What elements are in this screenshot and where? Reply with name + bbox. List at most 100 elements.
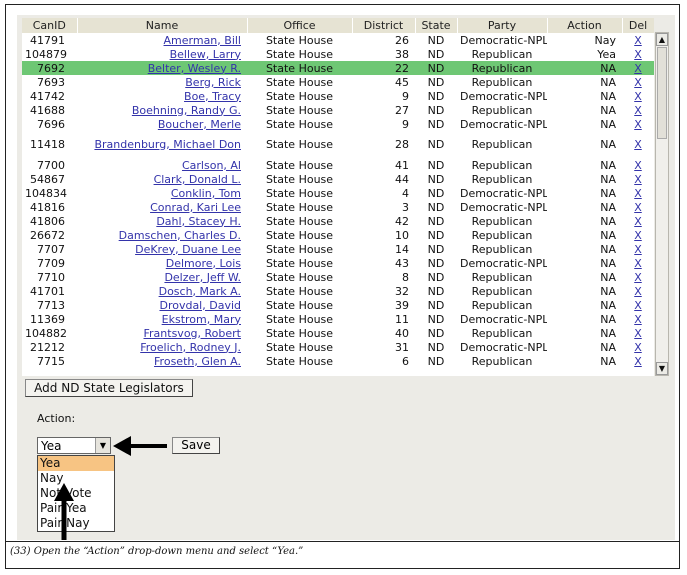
table-row[interactable]: 26672 Damschen, Charles D. State House 10 ND… [22,228,654,242]
delete-link[interactable]: X [634,172,642,186]
delete-link[interactable]: X [634,214,642,228]
legislator-name-link[interactable]: Dahl, Stacey H. [156,214,241,228]
table-row[interactable]: 7696 Boucher, Merle State House 9 ND Democrat… [22,117,654,131]
delete-link[interactable]: X [634,137,642,151]
cell-del: X [622,89,654,103]
delete-link[interactable]: X [634,228,642,242]
delete-link[interactable]: X [634,75,642,89]
table-row[interactable]: 104834 Conklin, Tom State House 4 ND Democrat… [22,186,654,200]
cell-action: NA [600,256,616,270]
scroll-up-icon[interactable]: ▲ [656,33,668,46]
cell-district: 42 [395,214,409,228]
table-row[interactable]: 11369 Ekstrom, Mary State House 11 ND Democra… [22,312,654,326]
header-state[interactable]: State [415,18,458,33]
cell-party: Democratic-NPL [460,312,547,326]
legislator-name-link[interactable]: Boucher, Merle [157,117,241,131]
cell-canid: 7700 [37,158,65,172]
delete-link[interactable]: X [634,103,642,117]
table-row[interactable]: 41806 Dahl, Stacey H. State House 42 ND Repub… [22,214,654,228]
add-legislators-button[interactable]: Add ND State Legislators [25,379,193,397]
table-row[interactable]: 54867 Clark, Donald L. State House 44 ND Repu… [22,172,654,186]
legislator-name-link[interactable]: Froelich, Rodney J. [140,340,241,354]
option-nay[interactable]: Nay [40,471,64,485]
delete-link[interactable]: X [634,298,642,312]
header-name[interactable]: Name [77,18,248,33]
legislator-name-link[interactable]: Belter, Wesley R. [147,61,241,75]
table-row[interactable]: 7692 Belter, Wesley R. State House 22 ND Repu… [22,61,654,75]
delete-link[interactable]: X [634,270,642,284]
legislator-name-link[interactable]: Amerman, Bill [163,33,241,47]
header-district[interactable]: District [352,18,416,33]
delete-link[interactable]: X [634,158,642,172]
legislator-name-link[interactable]: Conrad, Kari Lee [150,200,241,214]
delete-link[interactable]: X [634,33,642,47]
header-canid[interactable]: CanID [22,18,78,33]
cell-state: ND [427,298,445,312]
table-row[interactable]: 41701 Dosch, Mark A. State House 32 ND Republ… [22,284,654,298]
table-row[interactable]: 7715 Froseth, Glen A. State House 6 ND Republ… [22,354,654,368]
legislator-name-link[interactable]: Clark, Donald L. [153,172,241,186]
option-yea[interactable]: Yea [38,456,114,471]
legislator-name-link[interactable]: Delzer, Jeff W. [164,270,241,284]
legislator-name-link[interactable]: Drovdal, David [159,298,241,312]
legislator-name-link[interactable]: Bellew, Larry [169,47,241,61]
delete-link[interactable]: X [634,326,642,340]
delete-link[interactable]: X [634,186,642,200]
delete-link[interactable]: X [634,284,642,298]
legislator-name-link[interactable]: Damschen, Charles D. [118,228,241,242]
table-row[interactable]: 7710 Delzer, Jeff W. State House 8 ND Republi… [22,270,654,284]
legislator-name-link[interactable]: Boehning, Randy G. [131,103,241,117]
scroll-down-icon[interactable]: ▼ [656,362,668,375]
table-row[interactable]: 7709 Delmore, Lois State House 43 ND Democrat… [22,256,654,270]
legislator-name-link[interactable]: Frantsvog, Robert [143,326,242,340]
delete-link[interactable]: X [634,242,642,256]
cell-action: NA [600,298,616,312]
legislator-name-link[interactable]: Delmore, Lois [165,256,241,270]
delete-link[interactable]: X [634,89,642,103]
delete-link[interactable]: X [634,256,642,270]
delete-link[interactable]: X [634,312,642,326]
delete-link[interactable]: X [634,117,642,131]
legislator-name-link[interactable]: Brandenburg, Michael Don [94,137,241,151]
legislators-table-container[interactable]: CanID Name Office District State Party A… [22,18,654,376]
cell-action: NA [600,214,616,228]
legislator-name-link[interactable]: DeKrey, Duane Lee [135,242,241,256]
table-row[interactable]: 41742 Boe, Tracy State House 9 ND Democratic-… [22,89,654,103]
dropdown-arrow-icon[interactable]: ▼ [95,438,110,453]
table-row[interactable]: 104882 Frantsvog, Robert State House 40 ND Re… [22,326,654,340]
legislator-name-link[interactable]: Ekstrom, Mary [161,312,241,326]
delete-link[interactable]: X [634,340,642,354]
table-row[interactable]: 7713 Drovdal, David State House 39 ND Republi… [22,298,654,312]
delete-link[interactable]: X [634,47,642,61]
table-row[interactable]: 104879 Bellew, Larry State House 38 ND Republ… [22,47,654,61]
header-party[interactable]: Party [457,18,548,33]
table-row[interactable]: 41688 Boehning, Randy G. State House 27 ND Re… [22,103,654,117]
figure-caption: (33) Open the “Action” drop-down menu an… [10,546,304,557]
scrollbar-thumb[interactable] [657,47,667,139]
table-row[interactable]: 11418 Brandenburg, Michael Don State House… [22,131,654,158]
cell-canid: 41806 [30,214,65,228]
delete-link[interactable]: X [634,354,642,368]
delete-link[interactable]: X [634,61,642,75]
table-row[interactable]: 7700 Carlson, Al State House 41 ND Republican… [22,158,654,172]
table-row[interactable]: 41791 Amerman, Bill State House 26 ND Democra… [22,33,654,47]
action-select[interactable]: Yea ▼ [37,437,111,454]
legislator-name-link[interactable]: Conklin, Tom [170,186,241,200]
save-button[interactable]: Save [172,437,220,454]
header-office[interactable]: Office [247,18,353,33]
table-row[interactable]: 7707 DeKrey, Duane Lee State House 14 ND Repu… [22,242,654,256]
header-del[interactable]: Del [622,18,654,33]
table-scrollbar[interactable]: ▲ ▼ [655,32,669,376]
table-row[interactable]: 21212 Froelich, Rodney J. State House 31 ND D… [22,340,654,354]
header-action[interactable]: Action [547,18,623,33]
cell-action: Yea [597,47,616,61]
legislator-name-link[interactable]: Berg, Rick [185,75,241,89]
legislator-name-link[interactable]: Dosch, Mark A. [158,284,241,298]
delete-link[interactable]: X [634,200,642,214]
table-row[interactable]: 41816 Conrad, Kari Lee State House 3 ND Democ… [22,200,654,214]
legislator-name-link[interactable]: Froseth, Glen A. [154,354,241,368]
legislator-name-link[interactable]: Carlson, Al [181,158,241,172]
cell-party: Republican [471,103,533,117]
table-row[interactable]: 7693 Berg, Rick State House 45 ND Republican N… [22,75,654,89]
legislator-name-link[interactable]: Boe, Tracy [184,89,241,103]
